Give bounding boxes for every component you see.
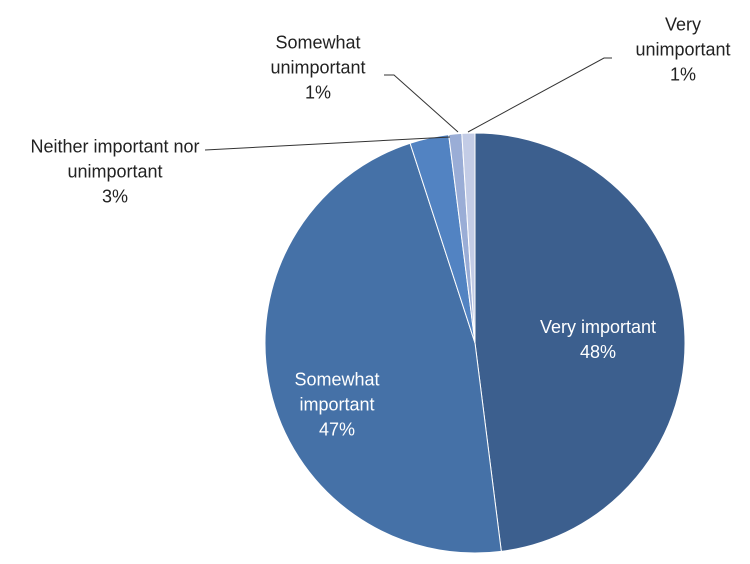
value-label: 1% bbox=[669, 64, 696, 85]
category: Neither important nor unimportant bbox=[30, 136, 200, 182]
pie-slice bbox=[461, 132, 476, 344]
category: Somewhat important bbox=[294, 369, 380, 415]
slice-label: Neither important nor unimportant 3% bbox=[15, 135, 215, 210]
category: Somewhat unimportant bbox=[270, 32, 366, 78]
pie-slice bbox=[474, 132, 686, 552]
category: Very unimportant bbox=[635, 14, 731, 60]
slice-label: Very important 48% bbox=[513, 315, 683, 365]
value-label: 1% bbox=[304, 82, 331, 103]
value-label: 48% bbox=[579, 342, 617, 362]
value-label: 3% bbox=[101, 186, 128, 207]
category: Very important bbox=[539, 317, 657, 337]
slice-label: Somewhat important 47% bbox=[277, 368, 397, 443]
leader-line bbox=[467, 57, 612, 133]
leader-line bbox=[384, 74, 459, 133]
value-label: 47% bbox=[318, 419, 356, 440]
slice-label: Very unimportant 1% bbox=[618, 13, 748, 88]
pie-slice bbox=[264, 142, 502, 554]
slice-label: Somewhat unimportant 1% bbox=[248, 31, 388, 106]
leader-line bbox=[204, 136, 451, 151]
